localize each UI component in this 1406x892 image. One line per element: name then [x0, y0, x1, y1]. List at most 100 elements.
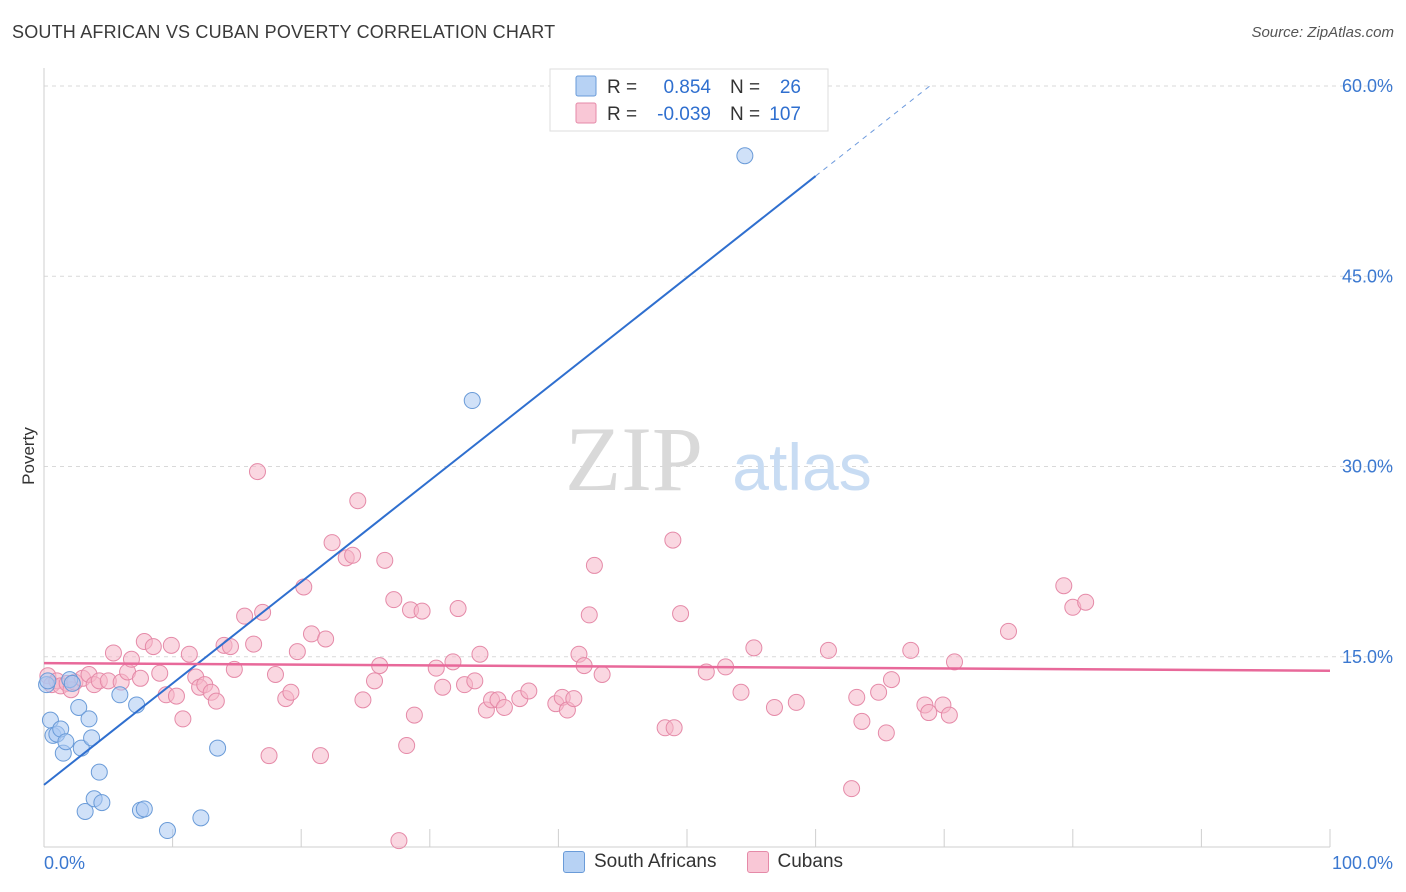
cubans-point: [843, 780, 861, 798]
stats-r-value: -0.039: [657, 104, 711, 125]
cubans-point: [902, 641, 920, 659]
chart-title: SOUTH AFRICAN VS CUBAN POVERTY CORRELATI…: [12, 22, 556, 42]
cubans-point: [787, 693, 805, 711]
cubans-point: [1077, 593, 1095, 611]
south-africans-point: [93, 794, 111, 812]
cubans-point: [295, 578, 313, 596]
cubans-point: [920, 704, 938, 722]
cubans-point: [302, 625, 320, 643]
watermark-atlas: atlas: [732, 430, 871, 504]
south-africans-point: [70, 698, 88, 716]
cubans-point: [266, 666, 284, 684]
cubans-point: [945, 653, 963, 671]
south-africans-trend-line: [43, 175, 817, 786]
cubans-point: [151, 664, 169, 682]
cubans-point: [236, 607, 254, 625]
cubans-point: [665, 719, 683, 737]
cubans-point: [354, 691, 372, 709]
cubans-point: [288, 643, 306, 661]
cubans-point: [376, 551, 394, 569]
cubans-point: [745, 639, 763, 657]
cubans-point: [848, 688, 866, 706]
legend-item-south-africans[interactable]: South Africans: [562, 851, 717, 873]
south-africans-point: [90, 763, 108, 781]
cubans-point: [877, 724, 895, 742]
south-africans-point: [463, 392, 481, 410]
south-africans-point: [111, 686, 129, 704]
cubans-point: [349, 492, 367, 510]
legend-label-south-africans: South Africans: [593, 851, 717, 872]
stats-n-value: 26: [780, 77, 801, 98]
tick-labels: 15.0% 30.0% 45.0% 60.0% 0.0% 100.0%: [44, 76, 1393, 873]
cubans-point: [520, 682, 538, 700]
south-africans-point: [76, 802, 94, 820]
cubans-point: [940, 706, 958, 724]
south-africans-trend-extension: [815, 84, 932, 177]
y-tick-label: 60.0%: [1342, 76, 1393, 96]
cubans-point: [317, 630, 335, 648]
cubans-point: [248, 463, 266, 481]
cubans-point: [260, 747, 278, 765]
series-legend: South Africans Cubans: [0, 851, 1406, 873]
cubans-point: [162, 636, 180, 654]
cubans-trend-line: [43, 661, 1331, 672]
stats-swatch-south-africans: [575, 75, 597, 97]
data-points: [38, 147, 1095, 850]
stats-swatch-cubans: [575, 102, 597, 124]
watermark-zip: ZIP: [565, 408, 703, 510]
cubans-point: [282, 683, 300, 701]
legend-swatch-cubans: [746, 851, 769, 873]
stats-legend: R = 0.854 N = 26 R = -0.039 N = 107: [549, 68, 829, 132]
cubans-point: [819, 641, 837, 659]
x-tick-label: 0.0%: [44, 853, 85, 873]
cubans-point: [565, 690, 583, 708]
south-africans-point: [158, 822, 176, 840]
cubans-point: [323, 534, 341, 552]
cubans-point: [131, 669, 149, 687]
legend-label-cubans: Cubans: [777, 851, 844, 872]
cubans-point: [311, 747, 329, 765]
cubans-point: [449, 600, 467, 618]
cubans-point: [444, 653, 462, 671]
cubans-point: [398, 737, 416, 755]
cubans-point: [495, 698, 513, 716]
cubans-point: [664, 531, 682, 549]
stats-n-label: N =: [730, 77, 760, 98]
south-africans-point: [63, 674, 81, 692]
cubans-point: [580, 606, 598, 624]
stats-r-value: 0.854: [663, 77, 711, 98]
cubans-point: [466, 672, 484, 690]
cubans-point: [167, 687, 185, 705]
south-africans-point: [135, 800, 153, 818]
stats-r-label: R =: [607, 77, 637, 98]
south-africans-point: [57, 733, 75, 751]
south-africans-point: [736, 147, 754, 165]
cubans-point: [413, 602, 431, 620]
cubans-point: [870, 683, 888, 701]
cubans-point: [434, 678, 452, 696]
source-label: Source: ZipAtlas.com: [1251, 24, 1394, 41]
south-africans-point: [192, 809, 210, 827]
south-africans-point: [209, 739, 227, 757]
cubans-point: [180, 645, 198, 663]
cubans-point: [385, 591, 403, 609]
cubans-point: [732, 683, 750, 701]
x-tick-label: 100.0%: [1332, 853, 1393, 873]
cubans-point: [853, 712, 871, 730]
cubans-point: [207, 692, 225, 710]
y-axis-label: Poverty: [19, 427, 38, 485]
stats-r-label: R =: [607, 104, 637, 125]
cubans-point: [144, 638, 162, 656]
legend-item-cubans[interactable]: Cubans: [746, 851, 844, 873]
cubans-point: [174, 710, 192, 728]
y-tick-label: 30.0%: [1342, 457, 1393, 477]
cubans-point: [405, 706, 423, 724]
stats-n-value: 107: [769, 104, 801, 125]
cubans-point: [104, 644, 122, 662]
cubans-point: [344, 546, 362, 564]
south-africans-point: [39, 672, 57, 690]
trend-lines: [43, 84, 1331, 786]
watermark: ZIP atlas: [565, 408, 872, 510]
cubans-point: [427, 659, 445, 677]
